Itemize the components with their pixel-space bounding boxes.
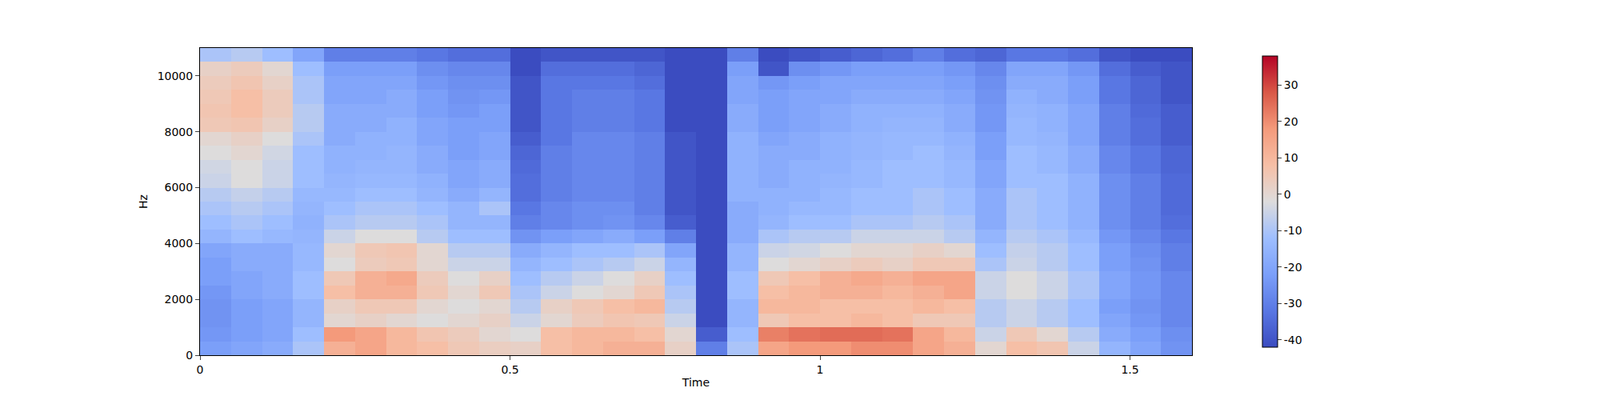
svg-text:0: 0 [185, 348, 193, 362]
svg-text:-40: -40 [1284, 333, 1303, 347]
svg-text:0: 0 [196, 363, 204, 376]
svg-text:0: 0 [1284, 188, 1292, 201]
svg-text:1: 1 [816, 363, 824, 376]
svg-text:2000: 2000 [164, 292, 194, 306]
svg-text:-20: -20 [1284, 260, 1303, 274]
svg-text:30: 30 [1284, 78, 1299, 92]
svg-text:8000: 8000 [164, 125, 194, 139]
svg-text:20: 20 [1284, 115, 1299, 128]
svg-text:10000: 10000 [157, 69, 194, 83]
svg-text:Time: Time [681, 376, 710, 389]
svg-text:-30: -30 [1284, 296, 1303, 310]
svg-text:6000: 6000 [164, 180, 194, 194]
svg-text:-10: -10 [1284, 224, 1303, 237]
svg-text:0.5: 0.5 [500, 363, 519, 376]
svg-text:10: 10 [1284, 151, 1299, 164]
svg-text:4000: 4000 [164, 236, 194, 250]
svg-text:Hz: Hz [136, 194, 150, 209]
svg-text:1.5: 1.5 [1120, 363, 1139, 376]
